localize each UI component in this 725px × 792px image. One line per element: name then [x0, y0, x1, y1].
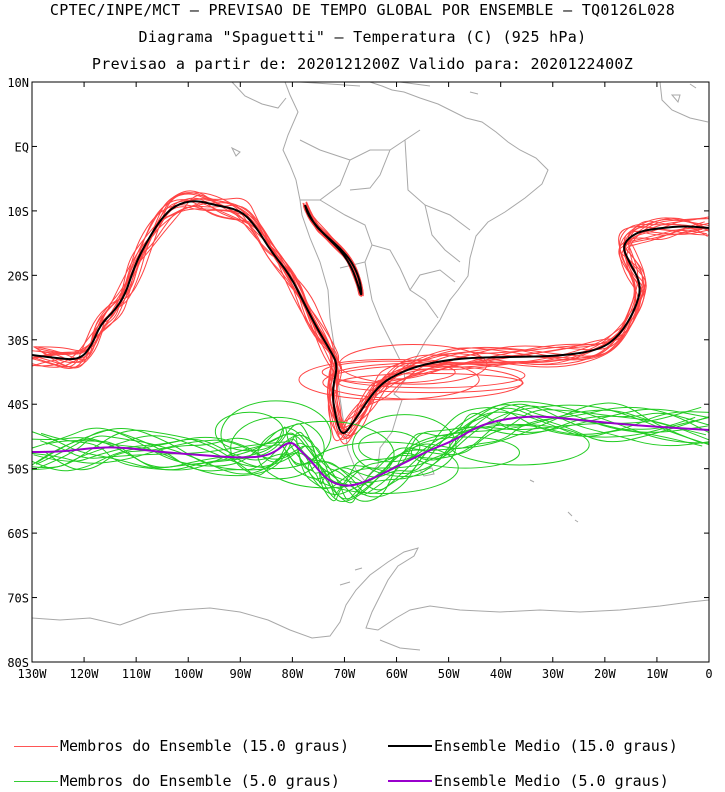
map-title-line1: CPTEC/INPE/MCT — PREVISAO DE TEMPO GLOBA…: [49, 1, 676, 19]
member5-contour: [32, 402, 703, 504]
lon-tick-label: 60W: [386, 667, 408, 681]
lat-tick-label: 50S: [7, 463, 29, 477]
member5-contour: [33, 411, 696, 495]
mean5-contour: [32, 415, 709, 487]
member15-loop: [321, 360, 456, 384]
lon-tick-label: 40W: [490, 667, 512, 681]
lat-tick-label: 10S: [7, 205, 29, 219]
africa-coast: [659, 82, 709, 123]
lon-tick-label: 100W: [174, 667, 204, 681]
legend-swatch-member15: [14, 745, 58, 747]
member5-loop: [358, 430, 421, 463]
lon-tick-label: 50W: [438, 667, 460, 681]
lat-tick-label: EQ: [15, 140, 29, 154]
lon-tick-label: 70W: [334, 667, 356, 681]
lon-tick-label: 90W: [229, 667, 251, 681]
member15-contour: [32, 198, 709, 439]
member15-loop: [338, 372, 524, 394]
member5-contour: [37, 408, 708, 500]
lon-tick-label: 130W: [18, 667, 48, 681]
member5-loop: [307, 441, 459, 494]
lat-tick-label: 10N: [7, 76, 29, 90]
member5-contour: [32, 411, 709, 498]
small-islands: [529, 479, 579, 523]
map-frame: [31, 81, 710, 663]
lon-tick-label: 0: [705, 667, 712, 681]
mean15-andes-contour: [304, 204, 363, 296]
central-america-coast: [231, 82, 361, 109]
member15-contour: [36, 200, 703, 424]
lon-tick-label: 30W: [542, 667, 564, 681]
map-title-line2: Diagrama "Spaguetti" — Temperatura (C) (…: [138, 28, 587, 46]
member5-loop: [220, 400, 332, 470]
lat-tick-label: 20S: [7, 269, 29, 283]
member5-loop: [449, 423, 590, 466]
legend-item-mean15: Ensemble Medio (15.0 graus): [388, 737, 678, 755]
member15-contour: [32, 204, 709, 436]
ensemble-members-15: [32, 190, 709, 445]
member5-loop: [352, 414, 457, 477]
member5-loop: [257, 420, 395, 489]
south-america-coast: [282, 82, 549, 486]
ensemble-members-5: [32, 400, 709, 504]
legend-label-member5: Membros do Ensemble (5.0 graus): [60, 772, 340, 790]
legend-swatch-mean15: [388, 745, 432, 747]
ensemble-means: [32, 200, 709, 487]
map-title-line3: Previsao a partir de: 2020121200Z Valido…: [91, 55, 634, 73]
member5-contour: [35, 406, 709, 502]
member5-loop: [410, 436, 520, 469]
member5-loop: [230, 416, 325, 480]
member15-contour: [32, 190, 708, 434]
member15-loop: [298, 358, 480, 401]
lat-tick-label: 40S: [7, 398, 29, 412]
lon-tick-label: 20W: [594, 667, 616, 681]
member5-loop: [214, 411, 284, 452]
mean15-contour: [32, 200, 709, 434]
lon-tick-label: 110W: [122, 667, 152, 681]
member5-contour: [32, 404, 709, 495]
legend-label-mean5: Ensemble Medio (5.0 graus): [434, 772, 669, 790]
lat-tick-label: 60S: [7, 527, 29, 541]
lat-tick-label: 80S: [7, 656, 29, 670]
lon-tick-label: 10W: [646, 667, 668, 681]
lon-tick-label: 80W: [282, 667, 304, 681]
antarctica-coast: [32, 547, 709, 639]
member5-contour: [43, 407, 709, 484]
member15-contour: [32, 192, 709, 428]
legend-swatch-member5: [14, 780, 58, 782]
country-borders: [299, 129, 471, 361]
legend-item-member15: Membros do Ensemble (15.0 graus): [14, 737, 349, 755]
member15-contour: [33, 206, 706, 434]
legend-label-mean15: Ensemble Medio (15.0 graus): [434, 737, 678, 755]
legend-label-member15: Membros do Ensemble (15.0 graus): [60, 737, 349, 755]
legend-item-mean5: Ensemble Medio (5.0 graus): [388, 772, 669, 790]
member5-contour: [32, 401, 709, 490]
lat-tick-label: 30S: [7, 334, 29, 348]
lon-tick-label: 120W: [70, 667, 100, 681]
legend-item-member5: Membros do Ensemble (5.0 graus): [14, 772, 340, 790]
member15-andes-contour: [304, 202, 360, 295]
lat-tick-label: 70S: [7, 592, 29, 606]
caribbean-islands: [230, 82, 479, 157]
legend-swatch-mean5: [388, 780, 432, 782]
member15-contour: [35, 197, 707, 429]
antarctic-islands: [339, 567, 421, 651]
